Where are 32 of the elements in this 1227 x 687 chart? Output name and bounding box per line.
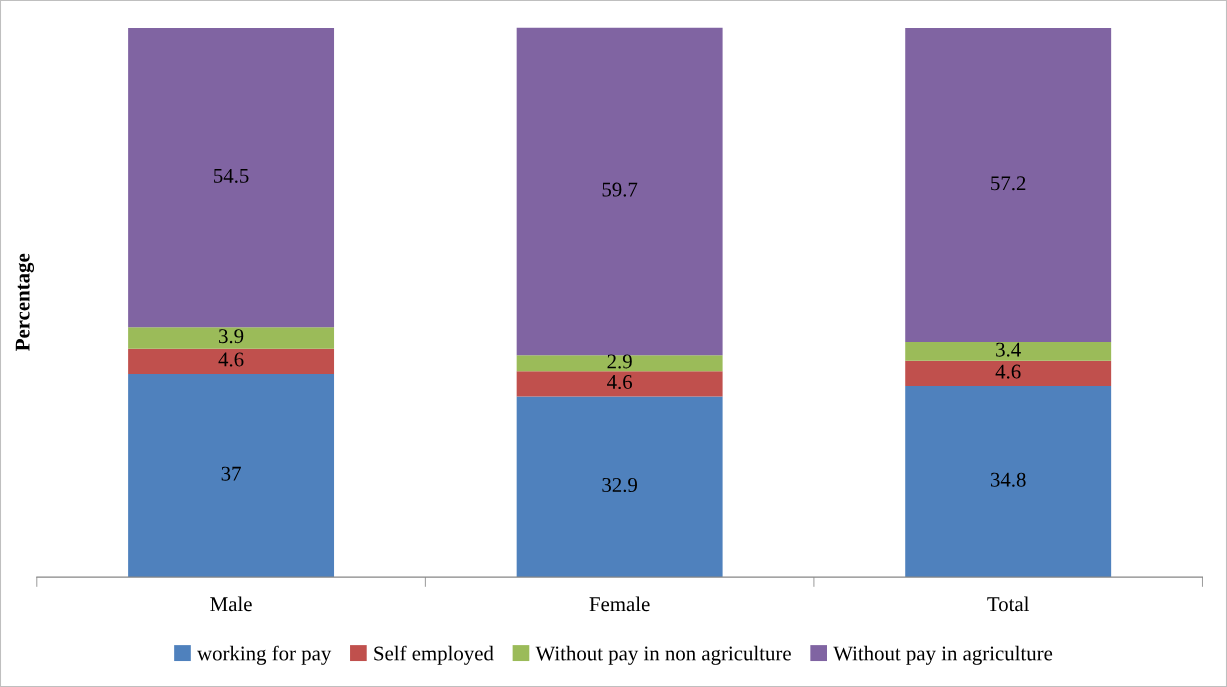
bar (905, 28, 1112, 343)
bar (516, 396, 723, 578)
data-label: 54.5 (214, 168, 249, 183)
bar (128, 327, 335, 349)
bar (516, 355, 723, 372)
data-label: 3.9 (219, 329, 244, 344)
bar (128, 373, 335, 578)
x-tick-label: Male (210, 596, 252, 612)
data-label: 57.2 (991, 176, 1026, 191)
legend-label: Without pay in agriculture (833, 645, 1053, 665)
bar (516, 27, 723, 356)
legend-label: Without pay in non agriculture (535, 645, 791, 665)
data-label: 3.4 (996, 342, 1021, 357)
bar (128, 28, 335, 328)
data-label: 32.9 (602, 477, 638, 493)
data-label: 4.6 (995, 364, 1021, 379)
data-label: 37 (221, 466, 241, 481)
data-label: 2.9 (607, 354, 632, 369)
data-label: 4.6 (218, 352, 244, 367)
bar (516, 371, 723, 397)
data-label: 34.8 (990, 472, 1026, 487)
y-axis-title: Percentage (15, 253, 35, 351)
data-label: 4.6 (607, 375, 633, 390)
x-tick-label: Total (987, 596, 1030, 612)
bar (905, 342, 1112, 361)
data-label: 59.7 (602, 182, 638, 197)
legend-label: Self employed (374, 645, 494, 665)
bar (128, 348, 335, 374)
bar (905, 360, 1112, 387)
x-tick-label: Female (589, 596, 650, 612)
legend-label: working for pay (197, 645, 332, 665)
bar (905, 386, 1112, 578)
